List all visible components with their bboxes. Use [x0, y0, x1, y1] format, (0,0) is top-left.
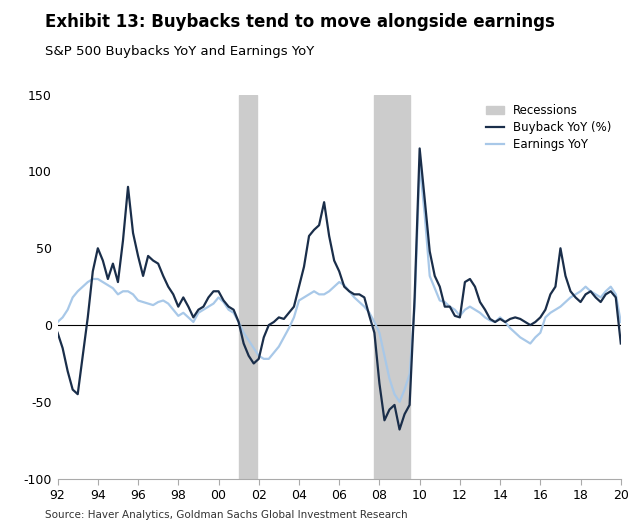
Bar — [374, 95, 410, 479]
Text: Source: Haver Analytics, Goldman Sachs Global Investment Research: Source: Haver Analytics, Goldman Sachs G… — [45, 510, 408, 520]
Text: S&P 500 Buybacks YoY and Earnings YoY: S&P 500 Buybacks YoY and Earnings YoY — [45, 45, 314, 58]
Text: Exhibit 13: Buybacks tend to move alongside earnings: Exhibit 13: Buybacks tend to move alongs… — [45, 13, 555, 31]
Bar — [239, 95, 257, 479]
Legend: Recessions, Buyback YoY (%), Earnings YoY: Recessions, Buyback YoY (%), Earnings Yo… — [483, 100, 615, 155]
